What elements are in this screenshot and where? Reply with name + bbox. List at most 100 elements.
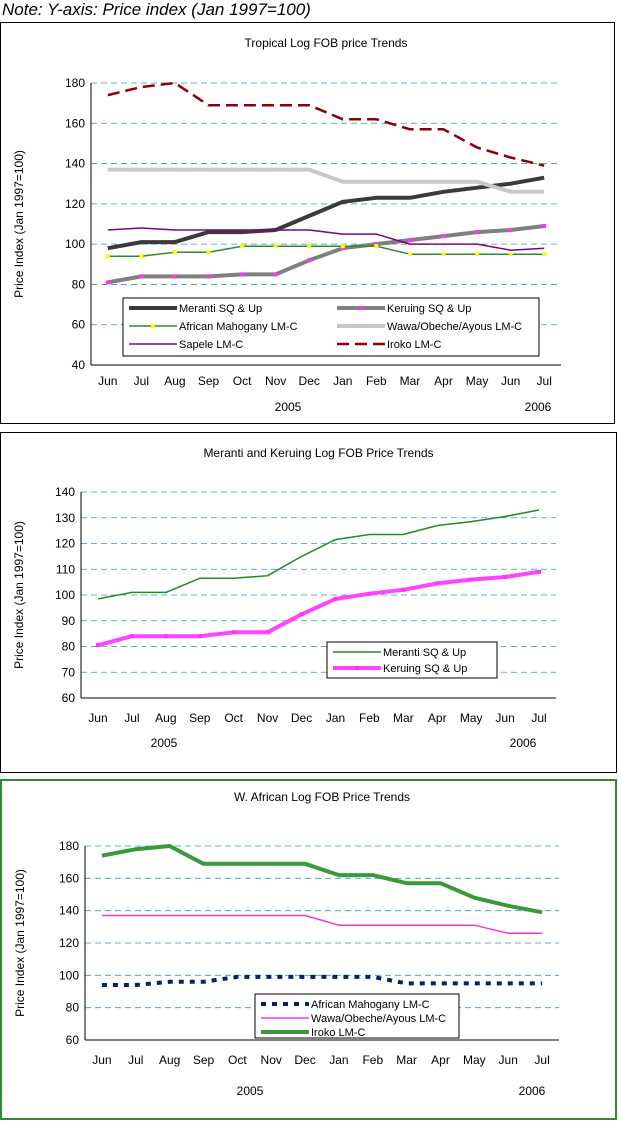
data-point [441, 234, 446, 239]
data-point [542, 252, 547, 257]
y-tick-label: 140 [59, 904, 79, 918]
y-axis-label: Price Index (Jan 1997=100) [12, 521, 26, 669]
legend-label: Iroko LM-C [387, 339, 441, 351]
data-point [307, 258, 312, 263]
series-line [107, 175, 545, 251]
legend-label: Meranti SQ & Up [383, 647, 466, 659]
y-tick-label: 100 [65, 237, 85, 251]
chart-title: Meranti and Keruing Log FOB Price Trends [203, 446, 433, 460]
legend-marker [355, 666, 359, 670]
x-tick-label: Jun [98, 374, 117, 388]
data-point [542, 224, 547, 229]
x-tick-label: Feb [366, 374, 387, 388]
data-point [139, 274, 144, 279]
y-tick-label: 180 [59, 839, 79, 853]
data-point [508, 228, 513, 233]
data-point [537, 569, 542, 574]
data-point [105, 254, 110, 259]
legend-label: African Mahogany LM-C [179, 321, 298, 333]
y-axis-label: Price Index (Jan 1997=100) [12, 150, 26, 298]
x-tick-label: Oct [233, 374, 252, 388]
data-point [240, 244, 245, 249]
x-tick-label: Feb [362, 1053, 383, 1067]
x-tick-label: Nov [257, 711, 278, 725]
year-label: 2005 [237, 1084, 264, 1098]
data-point [407, 252, 412, 257]
x-tick-label: Dec [299, 374, 320, 388]
data-point [407, 238, 412, 243]
page-note: Note: Y-axis: Price index (Jan 1997=100) [2, 0, 311, 19]
series-line [107, 227, 545, 251]
x-tick-label: Jan [333, 374, 352, 388]
west-african-chart-panel: W. African Log FOB Price Trends 60 80 100 12… [0, 779, 617, 1120]
y-axis-label: Price Index (Jan 1997=100) [13, 869, 27, 1017]
y-tick-label: 80 [66, 1001, 80, 1015]
data-point [95, 643, 100, 648]
x-tick-label: Jan [329, 1053, 348, 1067]
y-tick-label: 40 [72, 358, 86, 372]
data-point [265, 630, 270, 635]
legend-marker [151, 324, 155, 328]
data-point [105, 280, 110, 285]
meranti-keruing-chart-panel: Meranti and Keruing Log FOB Price Trends… [0, 432, 617, 773]
data-point [340, 246, 345, 251]
data-point [139, 254, 144, 259]
y-tick-label: 70 [62, 665, 76, 679]
data-point [197, 634, 202, 639]
legend-label: Iroko LM-C [311, 1027, 365, 1039]
data-point [240, 272, 245, 277]
x-tick-label: Jul [531, 711, 546, 725]
legend-label: Meranti SQ & Up [179, 303, 262, 315]
data-point [273, 244, 278, 249]
y-tick-label: 160 [65, 116, 85, 130]
x-tick-label: Aug [155, 711, 176, 725]
y-tick-label: 130 [55, 511, 75, 525]
series-line [107, 245, 545, 257]
data-point [508, 252, 513, 257]
series-line [107, 167, 545, 194]
x-tick-label: Nov [261, 1053, 282, 1067]
data-point [172, 250, 177, 255]
y-tick-label: 110 [56, 562, 75, 576]
y-tick-label: 140 [55, 485, 75, 499]
data-point [374, 242, 379, 247]
data-point [206, 274, 211, 279]
x-tick-label: Jun [501, 374, 520, 388]
data-point [231, 630, 236, 635]
data-point [273, 272, 278, 277]
x-tick-label: Feb [359, 711, 380, 725]
x-tick-label: Apr [431, 1053, 450, 1067]
year-label: 2005 [151, 736, 178, 750]
y-tick-label: 80 [62, 640, 76, 654]
west-african-chart: W. African Log FOB Price Trends 60 80 100 12… [13, 790, 559, 1098]
x-tick-label: Jun [88, 711, 107, 725]
data-point [299, 612, 304, 617]
y-tick-label: 60 [62, 691, 76, 705]
x-tick-label: Jul [537, 374, 552, 388]
y-tick-label: 60 [72, 318, 86, 332]
series-line [97, 569, 540, 648]
meranti-keruing-chart: Meranti and Keruing Log FOB Price Trends… [12, 446, 556, 750]
series-line [97, 509, 540, 600]
data-point [333, 596, 338, 601]
x-tick-label: Oct [228, 1053, 247, 1067]
y-tick-label: 60 [66, 1033, 80, 1047]
year-label: 2005 [275, 400, 302, 414]
x-tick-label: Sep [198, 374, 220, 388]
data-point [307, 244, 312, 249]
chart-title: Tropical Log FOB price Trends [245, 36, 408, 50]
x-tick-label: Dec [294, 1053, 315, 1067]
chart-title: W. African Log FOB Price Trends [234, 790, 410, 804]
x-tick-label: Aug [159, 1053, 180, 1067]
x-tick-label: Oct [224, 711, 243, 725]
legend-box [122, 297, 540, 357]
data-point [206, 250, 211, 255]
x-tick-label: Mar [400, 374, 421, 388]
data-point [475, 252, 480, 257]
y-tick-label: 120 [65, 197, 85, 211]
data-point [367, 591, 372, 596]
legend-label: Wawa/Obeche/Ayous LM-C [387, 321, 522, 333]
y-tick-label: 120 [59, 936, 79, 950]
data-point [129, 634, 134, 639]
legend-label: Sapele LM-C [179, 339, 243, 351]
